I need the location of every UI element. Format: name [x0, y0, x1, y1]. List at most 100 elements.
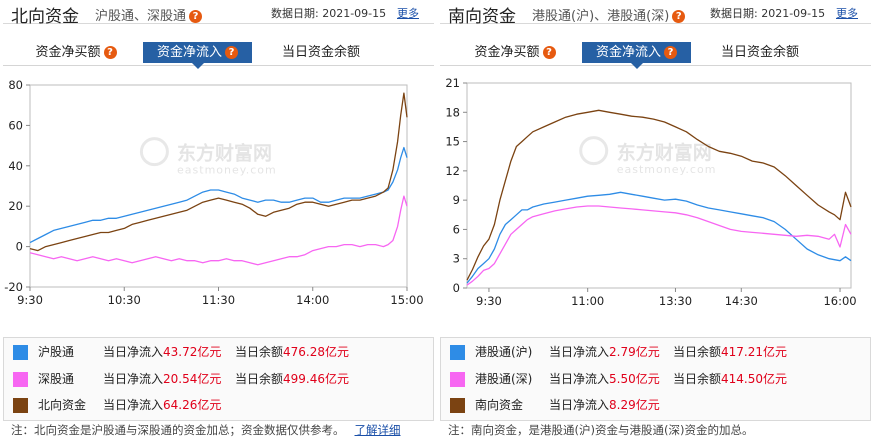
legend-row: 港股通(深) 当日净流入5.50亿元 当日余额414.50亿元	[441, 369, 870, 389]
tab-caret-icon	[630, 63, 643, 69]
north-panel: 北向资金 沪股通、深股通? 数据日期: 2021-09-15 更多 资金净买额?…	[3, 0, 434, 446]
legend-swatch	[450, 398, 465, 413]
north-subtitle: 沪股通、深股通?	[95, 5, 203, 24]
help-icon[interactable]: ?	[672, 10, 686, 23]
x-tick-label: 9:30	[17, 293, 43, 307]
balance-value: 417.21亿元	[721, 345, 788, 359]
south-panel: 南向资金 港股通(沪)、港股通(深)? 数据日期: 2021-09-15 更多 …	[440, 0, 871, 446]
legend-swatch	[450, 372, 465, 387]
legend-swatch	[13, 345, 28, 360]
help-icon[interactable]: ?	[189, 10, 203, 23]
y-tick-label: 20	[8, 199, 23, 213]
south-subtitle: 港股通(沪)、港股通(深)?	[532, 5, 686, 24]
flow-label: 当日净流入	[549, 345, 610, 359]
x-tick-label: 9:30	[476, 294, 502, 308]
south-tab-balance[interactable]: 当日资金余额	[712, 42, 808, 63]
x-tick-label: 14:00	[296, 293, 329, 307]
legend-name: 南向资金	[475, 398, 524, 412]
tab-caret-icon	[191, 63, 204, 69]
flow-label: 当日净流入	[103, 372, 164, 386]
legend-name: 北向资金	[38, 398, 87, 412]
flow-value: 2.79亿元	[609, 345, 660, 359]
legend-balance: 当日余额417.21亿元	[673, 342, 787, 362]
balance-label: 当日余额	[235, 345, 284, 359]
date-label: 数据日期:	[271, 7, 319, 20]
south-tab-net-inflow[interactable]: 资金净流入?	[582, 42, 691, 69]
legend-flow: 当日净流入43.72亿元	[103, 342, 221, 362]
south-more-link[interactable]: 更多	[836, 7, 858, 20]
north-more-link[interactable]: 更多	[397, 7, 419, 20]
series-line-0	[29, 146, 408, 244]
legend-swatch	[13, 372, 28, 387]
x-tick-label: 10:30	[108, 293, 141, 307]
note-text: 注：南向资金，是港股通(沪)资金与港股通(深)资金的加总。	[448, 423, 754, 437]
y-tick-label: 60	[8, 118, 23, 132]
legend-balance: 当日余额476.28亿元	[235, 342, 349, 362]
learn-more-link[interactable]: 了解详细	[354, 423, 401, 437]
x-tick-label: 13:30	[659, 294, 692, 308]
legend-balance: 当日余额414.50亿元	[673, 369, 787, 389]
north-tab-net-buy[interactable]: 资金净买额?	[31, 42, 121, 63]
north-tab-balance[interactable]: 当日资金余额	[273, 42, 369, 63]
balance-value: 499.46亿元	[283, 372, 350, 386]
flow-label: 当日净流入	[103, 345, 164, 359]
north-tabs: 资金净买额? 资金净流入? 当日资金余额	[3, 32, 434, 69]
south-tabs: 资金净买额? 资金净流入? 当日资金余额	[440, 32, 871, 69]
north-tab-net-inflow[interactable]: 资金净流入?	[143, 42, 252, 69]
balance-value: 414.50亿元	[721, 372, 788, 386]
legend-flow: 当日净流入5.50亿元	[549, 369, 660, 389]
help-icon[interactable]: ?	[664, 46, 677, 59]
series-line-2	[466, 109, 852, 281]
balance-label: 当日余额	[235, 372, 284, 386]
svg-text:eastmoney.com: eastmoney.com	[177, 164, 277, 177]
flow-value: 43.72亿元	[163, 345, 222, 359]
x-tick-label: 14:30	[725, 294, 758, 308]
help-icon[interactable]: ?	[103, 46, 117, 59]
y-tick-label: 12	[445, 164, 460, 178]
date-label: 数据日期:	[710, 7, 758, 20]
x-tick-label: 11:00	[571, 294, 604, 308]
date-value: 2021-09-15	[322, 7, 387, 20]
help-icon[interactable]: ?	[225, 46, 238, 59]
south-tab-net-buy[interactable]: 资金净买额?	[470, 42, 560, 63]
y-tick-label: 40	[8, 159, 23, 173]
north-date: 数据日期: 2021-09-15	[271, 5, 386, 21]
y-tick-label: 3	[453, 252, 460, 266]
y-tick-label: 0	[453, 281, 460, 295]
help-icon[interactable]: ?	[542, 46, 556, 59]
flow-value: 64.26亿元	[163, 398, 222, 412]
tab-label: 资金净买额	[474, 45, 540, 60]
svg-text:东方财富网: 东方财富网	[617, 141, 712, 164]
tab-label: 当日资金余额	[281, 45, 360, 60]
flow-value: 5.50亿元	[609, 372, 660, 386]
plot-frame	[466, 82, 852, 289]
legend-row: 深股通 当日净流入20.54亿元 当日余额499.46亿元	[4, 369, 433, 389]
date-value: 2021-09-15	[761, 7, 826, 20]
svg-text:eastmoney.com: eastmoney.com	[617, 163, 717, 176]
balance-value: 476.28亿元	[283, 345, 350, 359]
y-tick-label: 21	[445, 76, 460, 90]
legend-flow: 当日净流入8.29亿元	[549, 395, 660, 415]
legend-swatch	[450, 345, 465, 360]
legend-flow: 当日净流入20.54亿元	[103, 369, 221, 389]
south-header: 南向资金 港股通(沪)、港股通(深)? 数据日期: 2021-09-15 更多	[440, 0, 871, 27]
legend-balance: 当日余额499.46亿元	[235, 369, 349, 389]
x-tick-label: 15:00	[390, 293, 423, 307]
legend-row: 沪股通 当日净流入43.72亿元 当日余额476.28亿元	[4, 342, 433, 362]
flow-label: 当日净流入	[549, 398, 610, 412]
plot-frame	[29, 84, 408, 288]
y-tick-label: 6	[453, 222, 460, 236]
flow-label: 当日净流入	[103, 398, 164, 412]
legend-name: 沪股通	[38, 345, 75, 359]
south-title: 南向资金	[448, 7, 516, 27]
legend-row: 港股通(沪) 当日净流入2.79亿元 当日余额417.21亿元	[441, 342, 870, 362]
balance-label: 当日余额	[673, 372, 722, 386]
tab-label: 当日资金余额	[720, 45, 799, 60]
legend-flow: 当日净流入64.26亿元	[103, 395, 221, 415]
south-legend: 港股通(沪) 当日净流入2.79亿元 当日余额417.21亿元 港股通(深) 当…	[440, 337, 871, 421]
balance-label: 当日余额	[673, 345, 722, 359]
